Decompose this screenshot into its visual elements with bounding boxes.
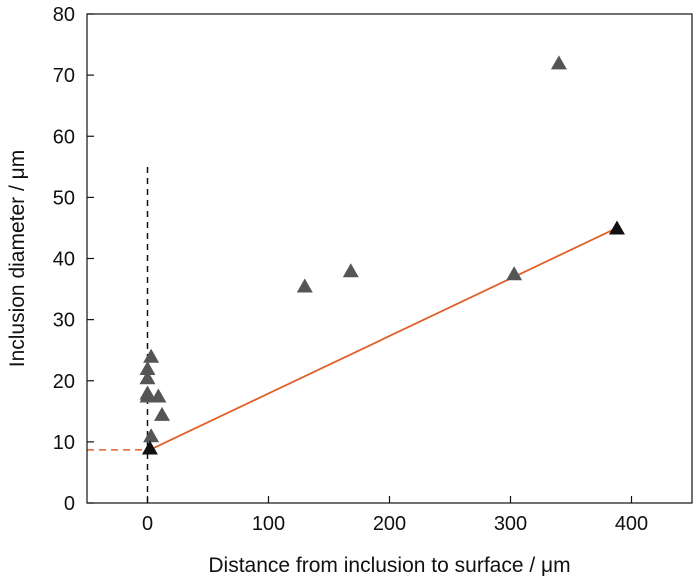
y-tick-label: 60 bbox=[53, 126, 75, 148]
y-tick-label: 0 bbox=[64, 493, 75, 515]
x-tick-label: 0 bbox=[142, 513, 153, 535]
data-point-triangle bbox=[154, 406, 171, 421]
data-point-triangle bbox=[506, 266, 523, 281]
data-point-triangle bbox=[143, 428, 160, 443]
data-point-triangle bbox=[143, 348, 160, 363]
x-axis-title: Distance from inclusion to surface / μm bbox=[208, 554, 570, 577]
data-point-triangle bbox=[139, 370, 156, 385]
x-tick-label: 200 bbox=[373, 513, 406, 535]
data-point-triangle bbox=[139, 361, 156, 376]
data-point-triangle bbox=[550, 55, 567, 70]
axis-ticks: 0 100 200 300 400 0 10 20 30 40 50 60 70 80 bbox=[53, 4, 648, 535]
y-tick-label: 40 bbox=[53, 249, 75, 271]
data-point-triangle bbox=[296, 278, 313, 293]
data-marks bbox=[87, 55, 625, 503]
data-point-triangle bbox=[342, 263, 359, 278]
x-tick-label: 300 bbox=[494, 513, 527, 535]
y-tick-label: 80 bbox=[53, 4, 75, 26]
fit-line bbox=[149, 227, 618, 451]
data-point-triangle bbox=[141, 440, 158, 455]
data-point-triangle bbox=[608, 220, 625, 235]
y-tick-label: 30 bbox=[53, 310, 75, 332]
y-tick-label: 50 bbox=[53, 187, 75, 209]
y-tick-label: 70 bbox=[53, 65, 75, 87]
y-axis-title: Inclusion diameter / μm bbox=[6, 150, 29, 368]
x-tick-label: 400 bbox=[615, 513, 648, 535]
plot-frame bbox=[86, 13, 693, 504]
data-point-triangle bbox=[150, 388, 167, 403]
y-tick-label: 20 bbox=[53, 371, 75, 393]
data-point-triangle bbox=[139, 388, 156, 403]
y-tick-label: 10 bbox=[53, 432, 75, 454]
x-tick-label: 100 bbox=[252, 513, 285, 535]
